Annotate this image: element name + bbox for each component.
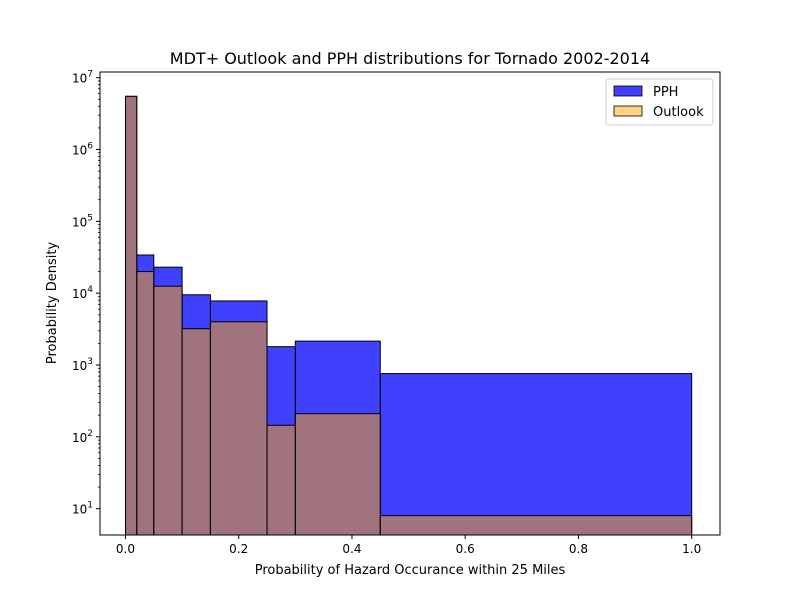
outlook-bar-2 bbox=[153, 285, 183, 536]
legend-label-pph: PPH bbox=[653, 85, 678, 100]
legend-swatch-pph bbox=[613, 85, 643, 97]
outlook-bar-5 bbox=[266, 424, 296, 536]
x-tick-label: 0.8 bbox=[569, 542, 588, 556]
x-tick-label: 0.6 bbox=[456, 542, 475, 556]
outlook-bar-7 bbox=[379, 515, 693, 536]
x-tick-label: 0.0 bbox=[116, 542, 135, 556]
outlook-bar-4 bbox=[209, 321, 268, 536]
outlook-bars bbox=[124, 95, 693, 536]
x-tick-label: 1.0 bbox=[682, 542, 701, 556]
legend: PPH Outlook bbox=[605, 78, 714, 126]
legend-label-outlook: Outlook bbox=[653, 105, 704, 120]
plot-frame bbox=[99, 71, 721, 536]
x-tick-label: 0.2 bbox=[229, 542, 248, 556]
outlook-bar-1 bbox=[136, 271, 155, 536]
outlook-bar-6 bbox=[294, 413, 381, 536]
y-axis-label: Probability Density bbox=[45, 242, 60, 365]
pph-bar-7 bbox=[379, 373, 693, 536]
legend-swatch-outlook bbox=[613, 105, 643, 117]
x-axis-ticks: 0.0 0.2 0.4 0.6 0.8 1.0 bbox=[116, 535, 701, 556]
outlook-bar-0 bbox=[124, 95, 138, 536]
chart-title: MDT+ Outlook and PPH distributions for T… bbox=[170, 49, 650, 68]
x-tick-label: 0.4 bbox=[342, 542, 361, 556]
x-axis-label: Probability of Hazard Occurance within 2… bbox=[255, 563, 566, 578]
outlook-bar-3 bbox=[181, 328, 211, 536]
